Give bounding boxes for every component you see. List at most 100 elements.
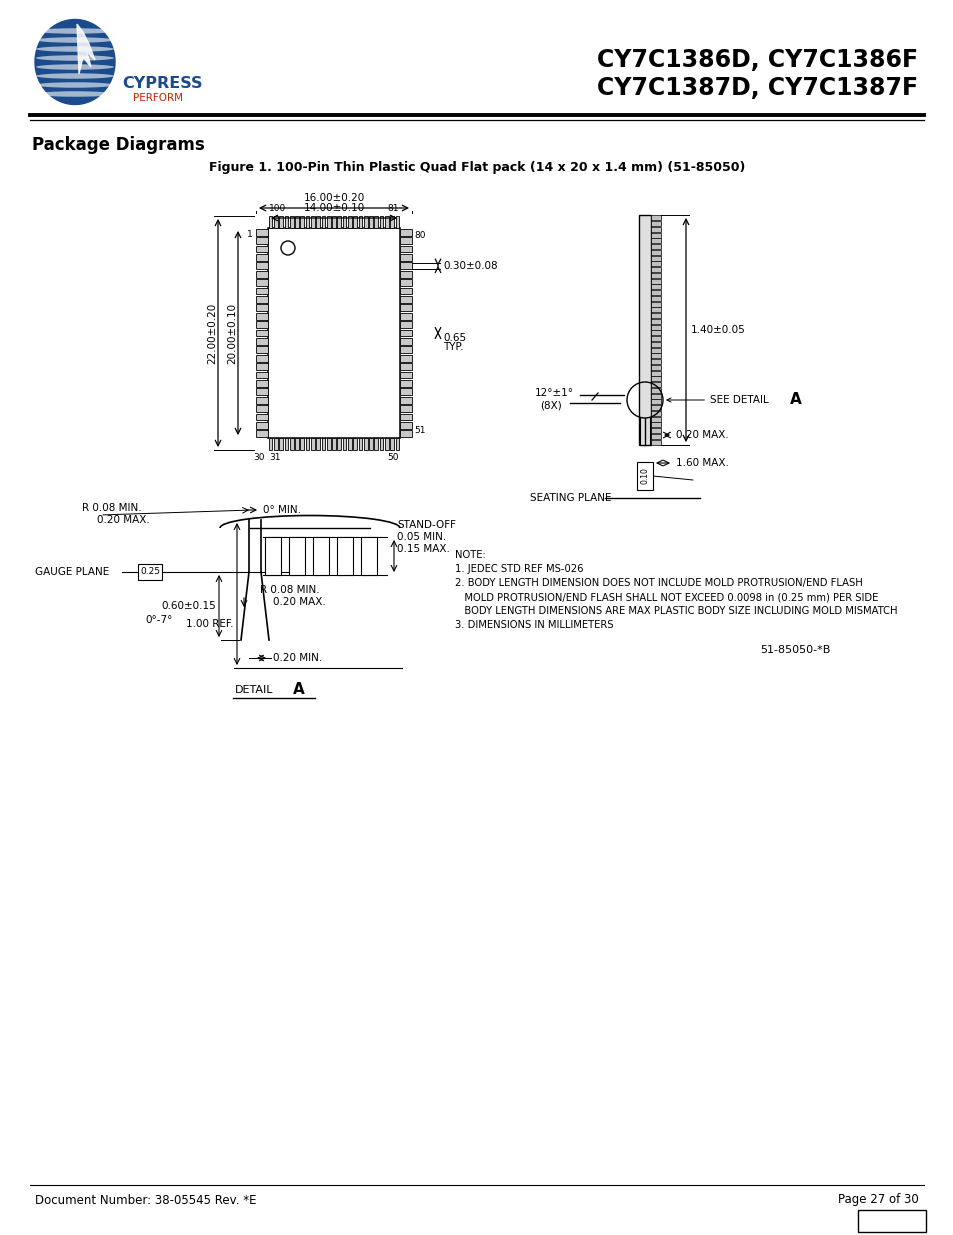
Bar	[255, 237, 268, 245]
Text: 22.00±0.20: 22.00±0.20	[207, 303, 216, 363]
Bar	[650, 215, 660, 221]
Bar	[306, 438, 309, 450]
Bar	[385, 216, 388, 228]
Ellipse shape	[36, 37, 113, 43]
Bar	[311, 438, 314, 450]
Bar	[311, 216, 314, 228]
Bar	[385, 438, 388, 450]
Text: BODY LENGTH DIMENSIONS ARE MAX PLASTIC BODY SIZE INCLUDING MOLD MISMATCH: BODY LENGTH DIMENSIONS ARE MAX PLASTIC B…	[455, 606, 897, 616]
Bar	[650, 308, 660, 312]
Text: 51-85050-*B: 51-85050-*B	[760, 645, 829, 655]
Text: R 0.08 MIN.: R 0.08 MIN.	[260, 585, 319, 595]
Bar	[650, 325, 660, 330]
Bar	[255, 388, 268, 395]
Bar	[255, 228, 268, 236]
Bar	[300, 438, 304, 450]
Bar	[650, 388, 660, 393]
Bar	[269, 216, 273, 228]
Text: 1: 1	[247, 230, 253, 240]
Text: 0.15 MAX.: 0.15 MAX.	[396, 543, 450, 555]
Bar	[650, 429, 660, 433]
Text: 20.00±0.10: 20.00±0.10	[227, 303, 236, 363]
Bar	[255, 304, 268, 311]
Text: 51: 51	[414, 426, 425, 435]
Bar	[650, 273, 660, 278]
Bar	[650, 353, 660, 358]
Bar	[399, 254, 412, 261]
Bar	[399, 296, 412, 303]
Text: 0.20 MAX.: 0.20 MAX.	[97, 515, 150, 525]
Text: 0.20 MIN.: 0.20 MIN.	[273, 653, 322, 663]
Bar	[650, 440, 660, 445]
Bar	[399, 330, 412, 336]
Bar	[650, 330, 660, 336]
Bar	[639, 215, 650, 445]
Text: 2. BODY LENGTH DIMENSION DOES NOT INCLUDE MOLD PROTRUSION/END FLASH: 2. BODY LENGTH DIMENSION DOES NOT INCLUD…	[455, 578, 862, 588]
Bar	[650, 364, 660, 370]
Text: 12°±1°: 12°±1°	[535, 388, 574, 398]
Text: 3. DIMENSIONS IN MILLIMETERS: 3. DIMENSIONS IN MILLIMETERS	[455, 620, 613, 630]
Text: CY7C1386D, CY7C1386F: CY7C1386D, CY7C1386F	[597, 48, 917, 72]
Text: 0.20 MAX.: 0.20 MAX.	[273, 597, 325, 606]
Bar	[255, 312, 268, 320]
Bar	[650, 416, 660, 421]
Bar	[358, 438, 362, 450]
Bar	[650, 382, 660, 388]
Bar	[399, 288, 412, 294]
Bar	[265, 537, 281, 576]
Bar	[650, 221, 660, 226]
Bar	[650, 342, 660, 347]
Bar	[255, 270, 268, 278]
Bar	[284, 438, 288, 450]
Text: 50: 50	[387, 453, 398, 462]
Bar	[395, 216, 398, 228]
Bar	[399, 380, 412, 387]
Bar	[399, 372, 412, 378]
Text: TYP.: TYP.	[442, 342, 463, 352]
Text: Figure 1. 100-Pin Thin Plastic Quad Flat pack (14 x 20 x 1.4 mm) (51-85050): Figure 1. 100-Pin Thin Plastic Quad Flat…	[209, 161, 744, 173]
Bar	[255, 405, 268, 412]
Bar	[342, 216, 346, 228]
Text: 1. JEDEC STD REF MS-026: 1. JEDEC STD REF MS-026	[455, 564, 583, 574]
Text: DETAIL: DETAIL	[234, 685, 274, 695]
Bar	[650, 312, 660, 319]
Bar	[650, 301, 660, 306]
Ellipse shape	[35, 20, 115, 105]
Bar	[650, 296, 660, 301]
Bar	[274, 216, 277, 228]
Bar	[279, 216, 283, 228]
Bar	[279, 438, 283, 450]
Text: 1.00 REF.: 1.00 REF.	[186, 619, 233, 629]
Polygon shape	[77, 23, 95, 74]
Text: SEE DETAIL: SEE DETAIL	[666, 395, 768, 405]
Bar	[650, 319, 660, 324]
Bar	[294, 438, 298, 450]
Text: 0.30±0.08: 0.30±0.08	[442, 261, 497, 270]
Bar	[327, 438, 330, 450]
Bar	[369, 438, 373, 450]
Bar	[399, 431, 412, 437]
Bar	[374, 216, 377, 228]
Bar	[255, 279, 268, 287]
Bar	[650, 232, 660, 237]
Text: PERFORM: PERFORM	[132, 93, 183, 103]
Bar	[255, 414, 268, 420]
Bar	[650, 262, 660, 267]
Bar	[358, 216, 362, 228]
Bar	[399, 338, 412, 345]
Bar	[399, 346, 412, 353]
Bar	[399, 422, 412, 429]
Text: R 0.08 MIN.: R 0.08 MIN.	[82, 503, 141, 513]
Bar	[650, 433, 660, 438]
Bar	[399, 414, 412, 420]
Bar	[637, 462, 652, 490]
Bar	[650, 394, 660, 399]
Bar	[290, 438, 294, 450]
Bar	[650, 245, 660, 249]
Bar	[337, 216, 341, 228]
Bar	[650, 399, 660, 404]
Bar	[399, 405, 412, 412]
Text: CY7C1387D, CY7C1387F: CY7C1387D, CY7C1387F	[597, 77, 917, 100]
Bar	[353, 216, 356, 228]
Text: 30: 30	[253, 453, 265, 462]
